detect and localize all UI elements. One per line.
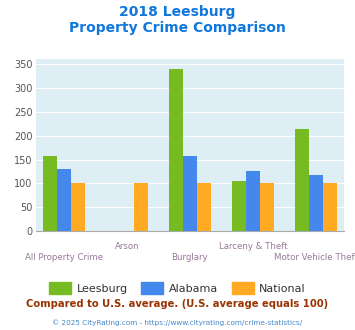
- Bar: [43, 156, 57, 231]
- Bar: [183, 156, 197, 231]
- Text: Property Crime Comparison: Property Crime Comparison: [69, 21, 286, 35]
- Text: Compared to U.S. average. (U.S. average equals 100): Compared to U.S. average. (U.S. average …: [26, 299, 329, 309]
- Bar: [260, 183, 274, 231]
- Text: 2018 Leesburg: 2018 Leesburg: [119, 5, 236, 19]
- Text: Burglary: Burglary: [171, 253, 208, 262]
- Text: Motor Vehicle Theft: Motor Vehicle Theft: [274, 253, 355, 262]
- Text: Arson: Arson: [115, 242, 139, 251]
- Bar: [169, 69, 183, 231]
- Bar: [246, 171, 260, 231]
- Bar: [71, 183, 84, 231]
- Bar: [323, 183, 337, 231]
- Bar: [232, 181, 246, 231]
- Legend: Leesburg, Alabama, National: Leesburg, Alabama, National: [45, 278, 310, 298]
- Text: All Property Crime: All Property Crime: [25, 253, 103, 262]
- Text: © 2025 CityRating.com - https://www.cityrating.com/crime-statistics/: © 2025 CityRating.com - https://www.city…: [53, 319, 302, 326]
- Bar: [134, 183, 148, 231]
- Text: Larceny & Theft: Larceny & Theft: [219, 242, 287, 251]
- Bar: [295, 128, 309, 231]
- Bar: [309, 175, 323, 231]
- Bar: [57, 169, 71, 231]
- Bar: [197, 183, 211, 231]
